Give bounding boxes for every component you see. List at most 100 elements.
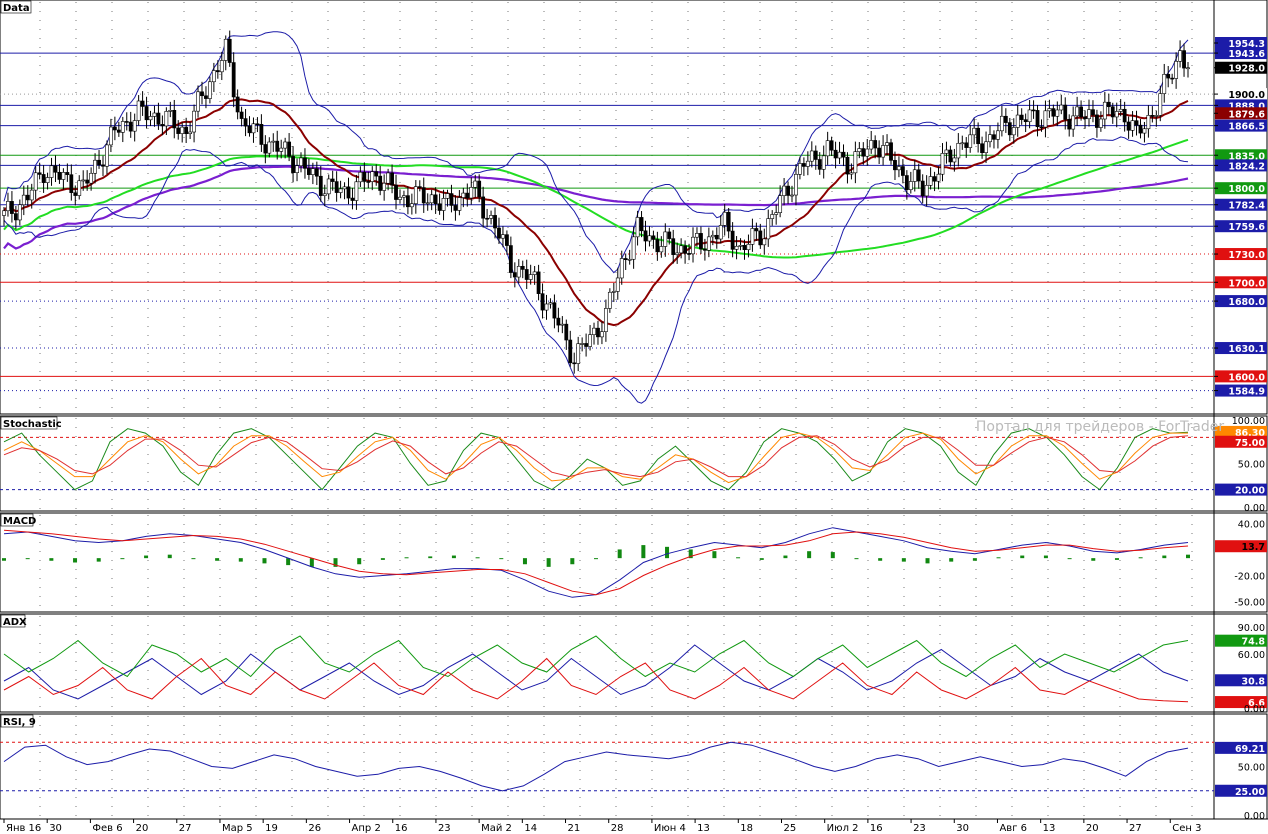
macd-histogram-bar [25, 558, 30, 560]
candle-body [77, 180, 82, 196]
macd-histogram-bar [949, 558, 954, 562]
price-label-box [1215, 182, 1267, 195]
candle-body [2, 210, 6, 216]
value-axis-label: 86.30 [1235, 428, 1265, 439]
candle-body [1138, 124, 1143, 134]
macd-histogram-bar [570, 558, 575, 565]
candle-body [144, 106, 149, 121]
ma200-line [3, 165, 1189, 250]
candle-body [287, 141, 292, 157]
price-axis-label: 1943.6 [1228, 49, 1265, 60]
macd-histogram-bar [712, 551, 717, 559]
candle-body [920, 180, 925, 197]
candle-body [425, 202, 430, 205]
macd-histogram-bar [499, 558, 504, 560]
candle-body [1051, 108, 1056, 117]
candle-body [588, 334, 592, 347]
di-minus-line [3, 657, 1189, 703]
candle-body [1130, 120, 1135, 131]
value-axis-label: 74.8 [1242, 637, 1266, 648]
candle-body [33, 172, 38, 191]
value-axis-label: 90.00 [1238, 623, 1265, 634]
date-axis-label: 13 [1043, 823, 1056, 834]
pane-title-rsi: RSI, 9 [3, 717, 36, 728]
candle-body [279, 147, 284, 152]
candle-body [762, 238, 767, 246]
candle-body [1122, 108, 1127, 123]
candle-body [1067, 119, 1072, 130]
candle-body [924, 184, 929, 197]
candle-body [1146, 115, 1151, 130]
pane-title-adx: ADX [3, 617, 27, 628]
macd-histogram-bar [878, 558, 883, 561]
candle-body [1015, 114, 1020, 128]
candle-body [243, 118, 248, 127]
candle-body [1039, 126, 1044, 129]
candle-body [112, 126, 117, 131]
candle-body [1083, 116, 1087, 120]
macd-histogram-bar [1067, 558, 1072, 560]
price-axis-label: 1700.0 [1228, 278, 1265, 289]
price-axis-label: 1835.0 [1228, 151, 1265, 162]
candle-body [1043, 110, 1048, 128]
macd-histogram-bar [617, 549, 622, 559]
candle-body [453, 205, 458, 211]
value-axis-label: 0.00 [1244, 811, 1265, 822]
candle-body [750, 228, 755, 245]
candle-body [643, 230, 648, 242]
candle-body [406, 195, 410, 208]
candle-body [53, 165, 58, 173]
candle-body [1126, 121, 1131, 131]
candle-body [303, 157, 307, 169]
candle-body [156, 112, 161, 125]
macd-histogram-bar [1162, 555, 1167, 559]
macd-histogram-bar [972, 558, 977, 561]
di-plus-line [3, 635, 1189, 678]
candle-body [168, 110, 173, 112]
candle-body [900, 166, 905, 176]
candle-body [679, 245, 684, 254]
candle-body [619, 258, 624, 279]
candle-body [1150, 115, 1155, 117]
candle-body [1154, 115, 1159, 117]
candle-body [821, 155, 826, 170]
candle-body [1047, 108, 1052, 112]
date-axis-label: Янв 16 [6, 823, 41, 834]
candle-body [81, 179, 86, 182]
candle-body [1063, 104, 1068, 120]
price-axis-label: 1888.0 [1228, 101, 1265, 112]
macd-histogram-bar [522, 558, 527, 565]
candle-body [889, 142, 893, 161]
candle-body [120, 121, 125, 133]
candle-body [310, 168, 315, 175]
candle-body [976, 127, 981, 145]
candle-body [421, 187, 426, 204]
candle-body [41, 174, 46, 183]
candle-body [540, 293, 545, 311]
candle-body [402, 195, 406, 198]
candle-body [1027, 109, 1032, 123]
macd-histogram-bar [73, 558, 78, 563]
price-axis-label: 1954.3 [1228, 39, 1265, 50]
macd-histogram-bar [144, 555, 149, 559]
candle-body [255, 123, 260, 126]
candle-body [61, 172, 66, 180]
value-axis-label: 20.00 [1235, 486, 1265, 497]
candle-body [57, 171, 62, 180]
macd-signal-line [3, 529, 1189, 596]
value-axis-label: 69.21 [1235, 744, 1265, 755]
candle-body [1011, 127, 1016, 136]
price-axis-label: 1584.9 [1228, 387, 1265, 398]
candle-body [172, 110, 177, 129]
candle-body [952, 157, 957, 163]
candle-body [611, 291, 616, 293]
candle-body [904, 175, 909, 190]
candle-body [1174, 61, 1179, 79]
candle-body [1106, 101, 1111, 108]
value-label-box [1215, 540, 1267, 553]
candle-body [813, 150, 818, 160]
candle-body [1055, 109, 1060, 117]
macd-histogram-bar [925, 558, 930, 564]
candle-body [497, 227, 501, 239]
